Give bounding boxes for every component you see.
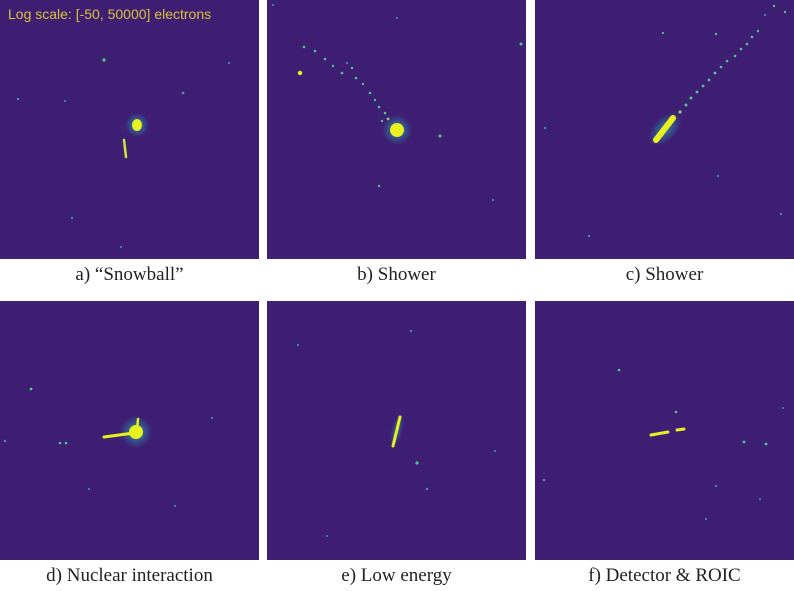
event-image-f <box>542 368 784 520</box>
detector-image-c <box>535 0 794 259</box>
detector-image-d <box>0 301 259 560</box>
detector-image-b <box>267 0 526 259</box>
caption-d: d) Nuclear interaction <box>46 565 213 586</box>
detector-image-f <box>535 301 794 560</box>
event-image-c <box>543 4 787 238</box>
caption-e: e) Low energy <box>341 565 452 586</box>
event-image-b <box>272 4 523 202</box>
scale-label: Log scale: [-50, 50000] electrons <box>8 6 212 22</box>
event-image-e <box>297 329 496 537</box>
caption-f: f) Detector & ROIC <box>588 565 741 586</box>
panel-f: f) Detector & ROIC <box>535 301 794 586</box>
panel-e: e) Low energy <box>267 301 526 586</box>
panel-d: d) Nuclear interaction <box>0 301 259 586</box>
caption-c: c) Shower <box>625 264 704 285</box>
caption-a: a) “Snowball” <box>75 264 184 285</box>
event-image-d <box>3 387 213 507</box>
event-image-a <box>16 58 230 248</box>
detector-image-a: Log scale: [-50, 50000] electrons <box>0 0 259 259</box>
caption-b: b) Shower <box>357 264 436 285</box>
panel-b: b) Shower <box>267 0 526 285</box>
detector-image-e <box>267 301 526 560</box>
panel-a: Log scale: [-50, 50000] electrons a) “Sn… <box>0 0 259 285</box>
panel-c: c) Shower <box>535 0 794 285</box>
